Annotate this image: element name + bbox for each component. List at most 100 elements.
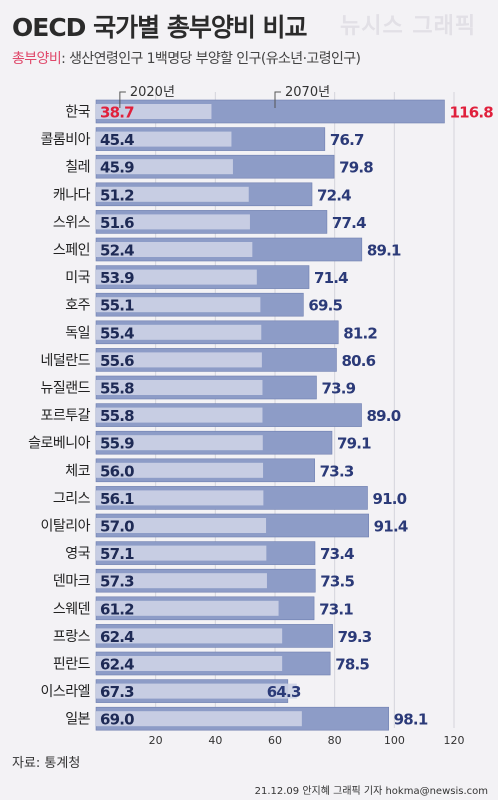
- category-label: 덴마크: [53, 574, 91, 590]
- category-label: 스페인: [53, 243, 90, 259]
- value-label-2020: 45.4: [100, 131, 134, 149]
- x-tick-label: 120: [444, 734, 465, 747]
- value-label-2070: 79.8: [339, 159, 373, 177]
- value-label-2020: 51.2: [100, 186, 134, 204]
- category-label: 한국: [65, 105, 90, 121]
- bar-2020: [96, 600, 279, 616]
- value-label-2070: 81.2: [343, 324, 377, 342]
- value-label-2020: 57.1: [100, 545, 134, 563]
- value-label-2070: 64.3: [267, 683, 301, 701]
- value-label-2070: 73.4: [320, 545, 354, 563]
- x-tick-label: 20: [149, 734, 163, 747]
- subtitle-accent: 총부양비: [12, 51, 62, 67]
- category-label: 그리스: [53, 491, 91, 507]
- chart-subtitle: 총부양비: 생산연령인구 1백명당 부양할 인구(유소년·고령인구): [12, 48, 361, 68]
- bar-2020: [96, 242, 253, 257]
- category-label: 프랑스: [53, 629, 91, 645]
- value-label-2070: 73.9: [321, 380, 355, 398]
- value-label-2020: 55.9: [100, 435, 134, 453]
- value-label-2020: 55.8: [100, 407, 134, 425]
- bar-2020: [96, 545, 267, 561]
- value-label-2020: 55.6: [100, 352, 134, 370]
- category-label: 뉴질랜드: [40, 381, 90, 397]
- category-label: 호주: [65, 298, 90, 314]
- category-label: 칠레: [65, 160, 90, 176]
- x-tick-label: 60: [268, 734, 282, 747]
- x-tick-label: 40: [208, 734, 222, 747]
- value-label-2020: 53.9: [100, 269, 134, 287]
- legend-leader-2020: [119, 91, 126, 108]
- bar-2020: [96, 462, 264, 478]
- value-label-2070: 89.0: [367, 407, 401, 425]
- category-label: 독일: [65, 325, 90, 341]
- bar-2020: [96, 407, 263, 423]
- value-label-2020: 55.4: [100, 324, 134, 342]
- credit-line: 21.12.09 안지혜 그래픽 기자 hokma@newsis.com: [254, 786, 488, 797]
- value-label-2070: 91.0: [372, 490, 406, 508]
- category-label: 체코: [65, 463, 90, 479]
- value-label-2070: 80.6: [341, 352, 375, 370]
- value-label-2070: 98.1: [394, 711, 428, 729]
- legend-2020: 2020년: [130, 85, 175, 100]
- category-label: 캐나다: [53, 187, 91, 203]
- value-label-2020: 55.1: [100, 297, 134, 315]
- bar-2020: [96, 352, 262, 368]
- bar-2020: [96, 573, 267, 589]
- bar-2020: [96, 269, 257, 285]
- category-label: 미국: [65, 270, 90, 286]
- bar-2020: [96, 131, 232, 147]
- chart-title: OECD 국가별 총부양비 비교: [12, 13, 308, 42]
- value-label-2070: 69.5: [308, 297, 342, 315]
- x-tick-label: 80: [328, 734, 342, 747]
- value-label-2070: 116.8: [449, 104, 493, 122]
- value-label-2070: 78.5: [335, 656, 369, 674]
- value-label-2070: 91.4: [374, 518, 408, 536]
- subtitle-rest: : 생산연령인구 1백명당 부양할 인구(유소년·고령인구): [61, 51, 361, 67]
- value-label-2020: 45.9: [100, 159, 134, 177]
- category-label: 영국: [65, 546, 90, 562]
- x-tick-label: 100: [384, 734, 405, 747]
- value-label-2020: 56.1: [100, 490, 134, 508]
- value-label-2070: 73.5: [320, 573, 354, 591]
- category-label: 이탈리아: [40, 519, 90, 535]
- value-label-2070: 79.3: [338, 628, 372, 646]
- bar-2020: [96, 159, 233, 175]
- value-label-2020: 52.4: [100, 242, 134, 260]
- value-label-2020: 69.0: [100, 711, 134, 729]
- bar-2020: [96, 104, 212, 119]
- category-label: 포르투갈: [40, 408, 90, 424]
- category-label: 핀란드: [53, 657, 91, 673]
- source-note: 자료: 통계청: [12, 756, 81, 771]
- bar-2020: [96, 214, 250, 230]
- value-label-2020: 51.6: [100, 214, 134, 232]
- bar-2020: [96, 683, 297, 699]
- value-label-2070: 79.1: [337, 435, 371, 453]
- category-label: 네덜란드: [40, 353, 90, 369]
- bar-2020: [96, 518, 267, 533]
- legend-leader-2070: [274, 91, 281, 108]
- value-label-2020: 56.0: [100, 462, 134, 480]
- value-label-2070: 76.7: [330, 131, 364, 149]
- bar-2020: [96, 656, 283, 671]
- category-label: 슬로베니아: [28, 436, 91, 452]
- category-label: 이스라엘: [40, 684, 90, 700]
- value-label-2070: 73.3: [320, 462, 354, 480]
- value-label-2070: 71.4: [314, 269, 348, 287]
- category-label: 일본: [65, 712, 90, 728]
- category-label: 스웨덴: [53, 601, 90, 617]
- value-label-2070: 77.4: [332, 214, 366, 232]
- legend-2070: 2070년: [285, 85, 330, 100]
- category-label: 스위스: [53, 215, 91, 231]
- bar-2020: [96, 435, 263, 451]
- bar-chart: 20 40 60 80 100 120 한국 38.7 116.8 콜롬비아 45.4 76.7 칠레 4…: [28, 85, 494, 747]
- bar-2020: [96, 490, 264, 506]
- bar-2020: [96, 380, 263, 395]
- category-label: 콜롬비아: [40, 132, 90, 148]
- value-label-2020: 57.0: [100, 518, 134, 536]
- value-label-2020: 61.2: [100, 600, 134, 618]
- value-label-2070: 72.4: [317, 186, 351, 204]
- value-label-2020: 57.3: [100, 573, 134, 591]
- value-label-2020: 55.8: [100, 380, 134, 398]
- bar-2020: [96, 628, 283, 644]
- bar-2020: [96, 297, 261, 313]
